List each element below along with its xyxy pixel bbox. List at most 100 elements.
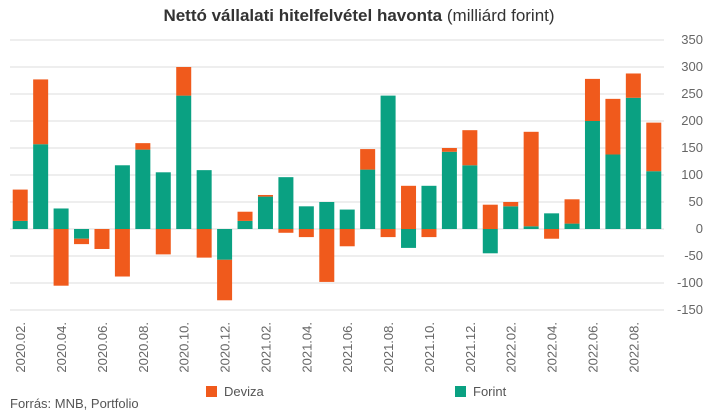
bar-forint xyxy=(155,172,171,229)
bar-forint xyxy=(564,223,580,229)
bar-forint xyxy=(319,202,335,229)
bar-deviza xyxy=(625,73,641,98)
bar-forint xyxy=(605,154,621,229)
bar-forint xyxy=(12,220,28,229)
y-axis-ticks: -150 -100 -50 0 50 100 150 200 250 300 350 xyxy=(677,32,703,317)
source-note: Forrás: MNB, Portfolio xyxy=(10,396,139,411)
y-tick-label: 100 xyxy=(681,167,703,182)
bar-forint xyxy=(257,196,273,229)
bar-deviza xyxy=(319,229,335,282)
bar-forint xyxy=(196,170,212,229)
x-tick-label: 2020.04. xyxy=(54,322,69,373)
bar-forint xyxy=(421,185,437,229)
bar-deviza xyxy=(401,185,417,229)
x-tick-label: 2022.08. xyxy=(626,322,641,373)
y-tick-label: -150 xyxy=(677,302,703,317)
x-axis-ticks: 2020.02. 2020.04. 2020.06. 2020.08. 2020.10.… xyxy=(13,322,641,373)
bar-forint xyxy=(53,208,69,229)
bar-deviza xyxy=(339,229,355,247)
bar-deviza xyxy=(155,229,171,255)
bar-forint xyxy=(298,206,314,229)
bar-deviza xyxy=(584,78,600,121)
bar-forint xyxy=(360,169,376,229)
bar-deviza xyxy=(217,259,233,301)
x-tick-label: 2021.10. xyxy=(422,322,437,373)
bar-forint xyxy=(114,165,130,229)
bar-deviza xyxy=(544,229,560,239)
bar-deviza xyxy=(114,229,130,277)
y-tick-label: -50 xyxy=(684,248,703,263)
x-tick-label: 2020.02. xyxy=(13,322,28,373)
bar-forint xyxy=(237,220,253,229)
x-tick-label: 2021.04. xyxy=(299,322,314,373)
bar-forint xyxy=(441,151,457,229)
bar-deviza xyxy=(237,211,253,221)
x-tick-label: 2020.06. xyxy=(95,322,110,373)
x-tick-label: 2022.06. xyxy=(585,322,600,373)
bar-forint xyxy=(380,95,396,230)
bar-forint xyxy=(625,97,641,229)
bar-forint xyxy=(482,229,498,254)
bar-deviza xyxy=(74,238,90,245)
grid-lines xyxy=(10,39,664,311)
bar-forint xyxy=(544,213,560,229)
bar-forint xyxy=(74,229,90,239)
x-tick-label: 2022.02. xyxy=(504,322,519,373)
x-tick-label: 2020.08. xyxy=(136,322,151,373)
bar-forint xyxy=(176,95,192,230)
bar-forint xyxy=(584,121,600,229)
bar-forint xyxy=(646,171,662,229)
bar-deviza xyxy=(482,204,498,229)
x-tick-label: 2021.08. xyxy=(381,322,396,373)
legend-label-forint: Forint xyxy=(473,384,507,399)
y-tick-label: 150 xyxy=(681,140,703,155)
chart-title-main: Nettó vállalati hitelfelvétel havonta xyxy=(163,6,443,25)
y-tick-label: 200 xyxy=(681,113,703,128)
bar-deviza xyxy=(360,149,376,170)
bar-deviza xyxy=(53,229,69,286)
bar-forint xyxy=(135,149,151,229)
bar-forint xyxy=(33,144,49,229)
bar-forint xyxy=(503,206,519,229)
bar-chart: -150 -100 -50 0 50 100 150 200 250 300 350 2020.02… xyxy=(10,32,703,373)
bar-deviza xyxy=(441,148,457,152)
legend-label-deviza: Deviza xyxy=(224,384,264,399)
bar-forint xyxy=(339,209,355,229)
x-tick-label: 2021.02. xyxy=(258,322,273,373)
bar-deviza xyxy=(135,143,151,150)
y-tick-label: 300 xyxy=(681,59,703,74)
bar-deviza xyxy=(523,131,539,227)
y-tick-label: 350 xyxy=(681,32,703,47)
bar-deviza xyxy=(564,199,580,224)
legend-item-deviza: Deviza xyxy=(206,384,264,399)
bar-deviza xyxy=(421,229,437,238)
bar-forint xyxy=(217,229,233,260)
bar-deviza xyxy=(94,229,110,249)
bar-forint xyxy=(462,165,478,229)
bar-deviza xyxy=(646,122,662,172)
legend-swatch-forint xyxy=(455,386,466,397)
y-tick-label: 250 xyxy=(681,86,703,101)
x-tick-label: 2022.04. xyxy=(545,322,560,373)
x-tick-label: 2020.10. xyxy=(177,322,192,373)
bar-deviza xyxy=(176,67,192,96)
legend-item-forint: Forint xyxy=(455,384,506,399)
chart-title: Nettó vállalati hitelfelvétel havonta (m… xyxy=(0,6,718,26)
y-tick-label: -100 xyxy=(677,275,703,290)
bar-forint xyxy=(278,177,294,229)
bar-forint xyxy=(401,229,417,248)
x-tick-label: 2021.12. xyxy=(463,322,478,373)
bar-deviza xyxy=(605,98,621,155)
bar-deviza xyxy=(278,229,294,233)
bar-forint xyxy=(523,226,539,229)
x-tick-label: 2020.12. xyxy=(218,322,233,373)
bars xyxy=(12,67,662,301)
bar-deviza xyxy=(33,79,49,145)
x-tick-label: 2021.06. xyxy=(340,322,355,373)
bar-deviza xyxy=(503,202,519,207)
y-tick-label: 0 xyxy=(696,221,703,236)
bar-deviza xyxy=(380,229,396,238)
y-tick-label: 50 xyxy=(689,194,703,209)
bar-deviza xyxy=(462,130,478,166)
bar-deviza xyxy=(298,229,314,238)
